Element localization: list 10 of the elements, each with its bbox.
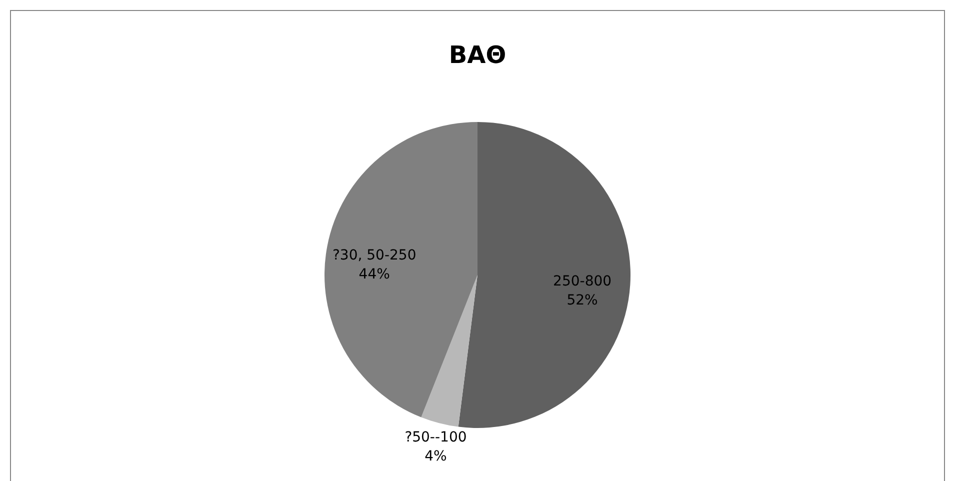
- pie-slice: [324, 122, 478, 418]
- data-label: 44%: [358, 266, 390, 282]
- chart-title: ΒΑΘ: [448, 41, 506, 69]
- slice-label: 250-800: [553, 274, 612, 290]
- slice-label: ?50--100: [404, 430, 467, 446]
- data-label: 52%: [566, 292, 598, 309]
- pie-slice: [421, 275, 478, 427]
- data-label: 4%: [424, 448, 447, 465]
- pie-slice: [458, 122, 630, 428]
- slice-label: ?30, 50-250: [332, 247, 416, 264]
